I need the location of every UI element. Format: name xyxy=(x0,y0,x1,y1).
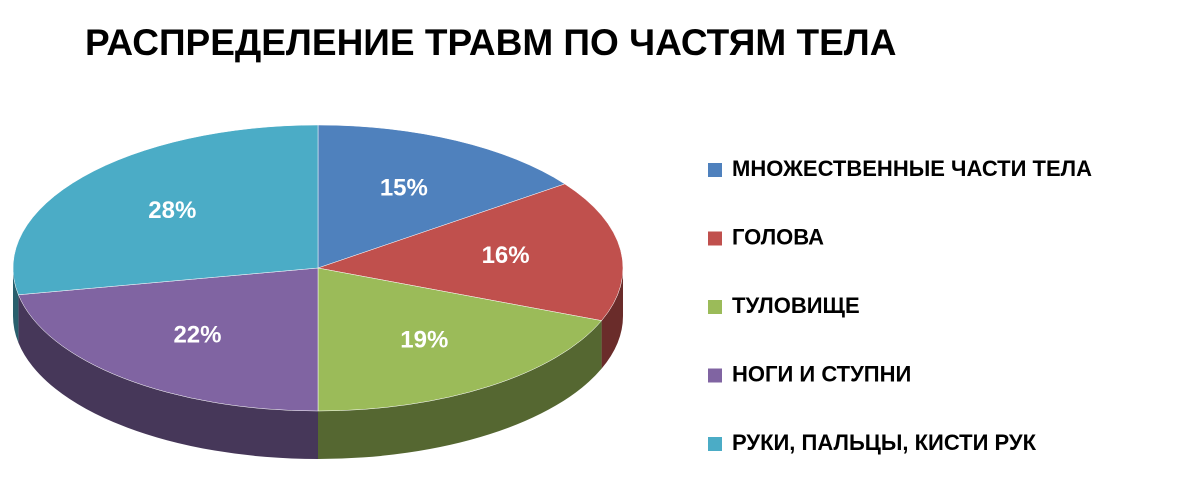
legend-swatch xyxy=(708,163,722,177)
data-label: 28% xyxy=(148,197,196,224)
slice-side xyxy=(18,294,319,459)
data-label: 19% xyxy=(400,327,448,354)
legend-label: ТУЛОВИЩЕ xyxy=(732,293,860,318)
legend-label: РУКИ, ПАЛЬЦЫ, КИСТИ РУК xyxy=(732,430,1037,455)
legend-swatch xyxy=(708,437,722,451)
data-label: 15% xyxy=(380,174,428,201)
slice-side xyxy=(318,320,602,459)
slice xyxy=(18,267,319,412)
legend-label: ГОЛОВА xyxy=(732,224,824,249)
legend-label: МНОЖЕСТВЕННЫЕ ЧАСТИ ТЕЛА xyxy=(732,156,1092,181)
slice xyxy=(317,124,566,269)
legend-swatch xyxy=(708,300,722,314)
data-label: 16% xyxy=(482,242,530,269)
slice-side xyxy=(13,268,19,343)
slice xyxy=(12,124,319,296)
slice xyxy=(317,183,624,321)
chart-title: РАСПРЕДЕЛЕНИЕ ТРАВМ ПО ЧАСТЯМ ТЕЛА xyxy=(85,22,896,63)
legend-label: НОГИ И СТУПНИ xyxy=(732,361,911,386)
data-label: 22% xyxy=(173,322,221,349)
slice xyxy=(317,267,603,412)
slice-side xyxy=(601,268,623,369)
legend-swatch xyxy=(708,231,722,246)
legend-swatch xyxy=(708,368,722,383)
